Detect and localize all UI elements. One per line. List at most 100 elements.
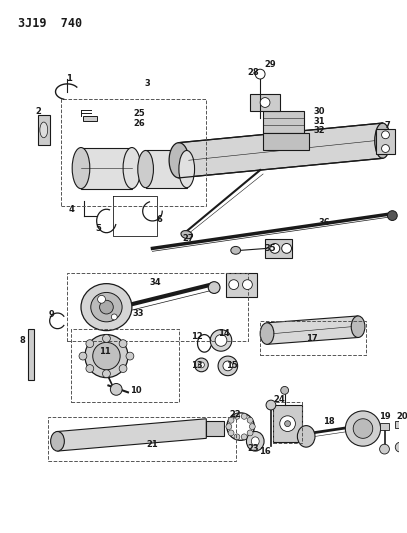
Text: 24: 24 bbox=[274, 394, 286, 403]
Ellipse shape bbox=[181, 231, 193, 239]
Polygon shape bbox=[263, 111, 304, 133]
Text: 32: 32 bbox=[313, 126, 325, 135]
Circle shape bbox=[208, 281, 220, 294]
Ellipse shape bbox=[351, 316, 365, 337]
Text: 22: 22 bbox=[230, 410, 242, 419]
Text: 33: 33 bbox=[132, 310, 144, 319]
Text: 25: 25 bbox=[134, 109, 146, 118]
Circle shape bbox=[247, 430, 253, 436]
Circle shape bbox=[353, 419, 373, 438]
Ellipse shape bbox=[223, 361, 233, 371]
Ellipse shape bbox=[218, 356, 238, 376]
Ellipse shape bbox=[375, 123, 390, 158]
Bar bbox=[48, 417, 236, 461]
Bar bbox=[38, 115, 50, 144]
Text: 23: 23 bbox=[247, 443, 259, 453]
Text: 5: 5 bbox=[96, 224, 101, 233]
Text: 29: 29 bbox=[264, 60, 276, 69]
Ellipse shape bbox=[387, 211, 397, 221]
Circle shape bbox=[228, 430, 234, 436]
Circle shape bbox=[284, 421, 291, 426]
Circle shape bbox=[249, 424, 255, 430]
Circle shape bbox=[266, 400, 276, 410]
Circle shape bbox=[226, 424, 232, 430]
Circle shape bbox=[79, 352, 87, 360]
Circle shape bbox=[110, 384, 122, 395]
Circle shape bbox=[280, 416, 295, 432]
Circle shape bbox=[119, 365, 127, 373]
Circle shape bbox=[247, 417, 253, 423]
Text: 34: 34 bbox=[150, 278, 161, 287]
Ellipse shape bbox=[169, 143, 189, 178]
Circle shape bbox=[103, 335, 110, 342]
Circle shape bbox=[93, 342, 120, 370]
Bar bbox=[71, 329, 179, 402]
Circle shape bbox=[260, 98, 270, 107]
Polygon shape bbox=[179, 123, 383, 178]
Text: 16: 16 bbox=[259, 447, 271, 456]
Circle shape bbox=[395, 442, 405, 452]
Polygon shape bbox=[57, 419, 206, 451]
Polygon shape bbox=[376, 129, 395, 155]
Text: 26: 26 bbox=[134, 118, 146, 127]
Text: 7: 7 bbox=[385, 120, 390, 130]
Text: 28: 28 bbox=[247, 68, 259, 77]
Text: 9: 9 bbox=[49, 310, 55, 319]
Ellipse shape bbox=[247, 432, 264, 451]
Text: 12: 12 bbox=[190, 332, 202, 341]
Circle shape bbox=[119, 340, 127, 348]
Text: 13: 13 bbox=[191, 361, 202, 370]
Circle shape bbox=[86, 365, 94, 373]
Bar bbox=[265, 239, 293, 258]
Ellipse shape bbox=[50, 432, 64, 451]
Text: 18: 18 bbox=[323, 417, 335, 426]
Circle shape bbox=[199, 362, 204, 368]
Circle shape bbox=[229, 280, 239, 289]
Text: 17: 17 bbox=[306, 334, 318, 343]
Circle shape bbox=[234, 434, 240, 440]
Bar bbox=[380, 423, 389, 430]
Ellipse shape bbox=[72, 148, 90, 189]
Ellipse shape bbox=[298, 426, 315, 447]
Bar bbox=[28, 329, 34, 379]
Bar bbox=[81, 148, 132, 189]
Text: 20: 20 bbox=[396, 413, 407, 421]
Text: 30: 30 bbox=[313, 107, 325, 116]
Circle shape bbox=[243, 280, 252, 289]
Ellipse shape bbox=[123, 148, 141, 189]
Text: 8: 8 bbox=[20, 336, 25, 345]
Bar bbox=[273, 402, 302, 443]
Polygon shape bbox=[263, 133, 309, 150]
Ellipse shape bbox=[252, 437, 259, 446]
Circle shape bbox=[85, 335, 128, 378]
Circle shape bbox=[282, 244, 291, 253]
Polygon shape bbox=[267, 316, 358, 344]
Circle shape bbox=[382, 144, 389, 152]
Ellipse shape bbox=[100, 300, 113, 314]
Bar bbox=[226, 273, 257, 297]
Ellipse shape bbox=[210, 329, 232, 351]
Bar bbox=[146, 150, 187, 188]
Ellipse shape bbox=[138, 150, 153, 188]
Circle shape bbox=[255, 69, 265, 79]
Bar bbox=[61, 99, 206, 206]
Circle shape bbox=[195, 358, 208, 372]
Text: 2: 2 bbox=[35, 107, 41, 116]
Text: 4: 4 bbox=[68, 205, 74, 214]
Text: 36: 36 bbox=[318, 219, 330, 228]
Text: 14: 14 bbox=[218, 329, 230, 338]
Text: 35: 35 bbox=[264, 244, 276, 253]
Text: 6: 6 bbox=[156, 214, 162, 223]
Circle shape bbox=[380, 444, 389, 454]
Polygon shape bbox=[206, 421, 224, 437]
Text: 15: 15 bbox=[226, 361, 238, 370]
Text: 10: 10 bbox=[130, 386, 142, 395]
Text: 31: 31 bbox=[313, 117, 325, 126]
Ellipse shape bbox=[215, 335, 227, 346]
Bar bbox=[273, 405, 302, 442]
Circle shape bbox=[281, 386, 289, 394]
Bar bbox=[250, 94, 280, 111]
Circle shape bbox=[382, 131, 389, 139]
Circle shape bbox=[346, 411, 381, 446]
Circle shape bbox=[103, 370, 110, 378]
